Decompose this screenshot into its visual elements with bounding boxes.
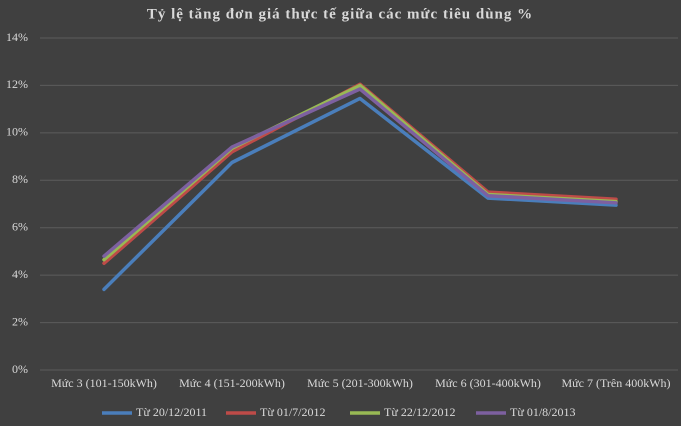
y-tick-label: 0% [12, 362, 28, 376]
y-tick-label: 8% [12, 172, 28, 186]
y-tick-label: 4% [12, 267, 28, 281]
x-tick-label: Mức 5 (201-300kWh) [307, 376, 413, 390]
y-tick-label: 6% [12, 219, 28, 233]
series-line [102, 83, 618, 262]
series-line [102, 87, 618, 258]
y-tick-label: 14% [6, 30, 28, 44]
series-line [102, 82, 618, 266]
legend-label: Từ 01/8/2013 [510, 405, 576, 419]
legend-label: Từ 20/12/2011 [136, 405, 207, 419]
series-line [102, 96, 618, 292]
y-tick-label: 10% [6, 125, 28, 139]
legend-label: Từ 01/7/2012 [260, 405, 326, 419]
legend-label: Từ 22/12/2012 [384, 405, 456, 419]
x-tick-label: Mức 7 (Trên 400kWh) [561, 376, 670, 390]
chart-title: Tỷ lệ tăng đơn giá thực tế giữa các mức … [147, 6, 533, 22]
x-tick-label: Mức 6 (301-400kWh) [435, 376, 541, 390]
x-tick-label: Mức 3 (101-150kWh) [51, 376, 157, 390]
x-tick-label: Mức 4 (151-200kWh) [179, 376, 285, 390]
y-tick-label: 2% [12, 314, 28, 328]
y-tick-label: 12% [6, 77, 28, 91]
